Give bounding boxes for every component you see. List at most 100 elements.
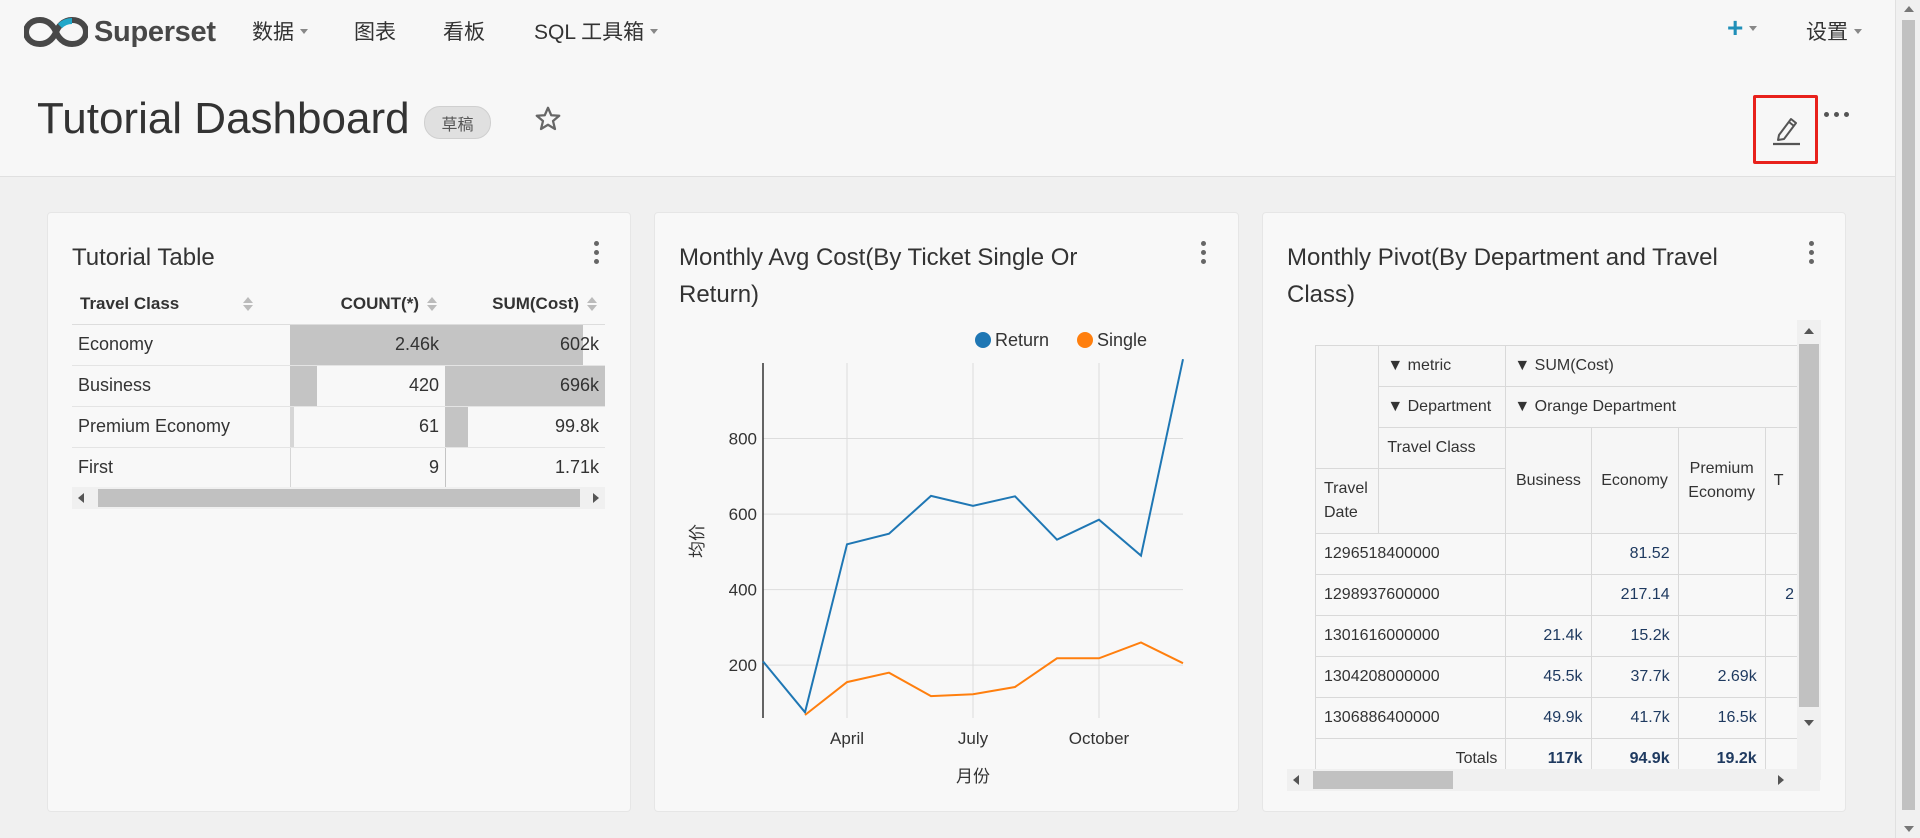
pivot-cell: 15.2k [1590, 615, 1679, 657]
pivot-cell [1764, 533, 1803, 575]
pivot-row-date: 1306886400000 [1315, 697, 1507, 739]
column-header-travel-class[interactable]: Travel Class [72, 284, 290, 325]
pivot-cell: 37.7k [1590, 656, 1679, 698]
monthly-pivot-card: Monthly Pivot(By Department and Travel C… [1262, 212, 1846, 812]
pivot-row: 1298937600000 217.14 2 [1315, 574, 1803, 616]
pivot-cell: 21.4k [1505, 615, 1592, 657]
nav-dashboards[interactable]: 看板 [443, 16, 485, 46]
scroll-up-icon[interactable] [1804, 328, 1814, 334]
logo-text: Superset [94, 15, 216, 48]
cell-sum-cost: 602k [445, 324, 605, 366]
pivot-table: ▼ metric ▼ SUM(Cost) ▼ Department ▼ Oran… [1315, 345, 1803, 777]
cell-count: 2.46k [290, 324, 445, 366]
scroll-left-icon[interactable] [78, 493, 84, 503]
scrollbar-thumb[interactable] [1902, 20, 1915, 810]
column-label: Travel Class [80, 293, 180, 313]
pivot-metric-label[interactable]: ▼ metric [1378, 345, 1507, 387]
new-plus-menu[interactable]: + [1727, 14, 1758, 42]
pivot-row: 1304208000000 45.5k 37.7k 2.69k [1315, 656, 1803, 698]
scroll-up-icon[interactable] [1904, 6, 1914, 12]
settings-menu[interactable]: 设置 [1806, 16, 1862, 46]
scroll-left-icon[interactable] [1293, 775, 1299, 785]
legend-marker-return [975, 332, 991, 348]
column-header-sum-cost[interactable]: SUM(Cost) [445, 284, 605, 325]
pivot-cell [1505, 533, 1592, 575]
tutorial-table: Travel Class COUNT(*) SUM(Cost) Economy 2… [72, 284, 605, 489]
cell-sum-cost: 99.8k [445, 406, 605, 448]
pivot-empty-cell [1378, 468, 1507, 534]
cell-count: 420 [290, 365, 445, 407]
count-bar [290, 406, 294, 447]
pivot-col-business[interactable]: Business [1505, 427, 1592, 534]
favorite-star-icon[interactable] [533, 104, 563, 134]
nav-data-label: 数据 [252, 21, 294, 44]
superset-logo[interactable]: Superset [24, 16, 216, 49]
pivot-department-value[interactable]: ▼ Orange Department [1505, 386, 1803, 428]
sum-bar [445, 365, 605, 406]
pivot-vertical-scrollbar[interactable] [1797, 320, 1821, 780]
more-actions-icon[interactable] [1824, 112, 1849, 117]
pivot-cell: 217.14 [1590, 574, 1679, 616]
pivot-row-date: 1298937600000 [1315, 574, 1507, 616]
pivot-col-premium-economy[interactable]: Premium Economy [1677, 427, 1766, 534]
card-menu-icon[interactable] [1201, 241, 1207, 264]
x-tick-label: October [1069, 729, 1130, 748]
y-axis-label: 均价 [688, 524, 707, 558]
scroll-down-icon[interactable] [1904, 826, 1914, 832]
table-horizontal-scrollbar[interactable] [72, 487, 605, 509]
card-menu-icon[interactable] [1809, 241, 1815, 264]
cell-travel-class: First [72, 447, 290, 489]
top-nav: Superset 数据 图表 看板 SQL 工具箱 + 设置 [0, 0, 1895, 64]
card-title: Monthly Pivot(By Department and Travel C… [1287, 244, 1718, 308]
scroll-right-icon[interactable] [593, 493, 599, 503]
pivot-row: 1296518400000 81.52 [1315, 533, 1803, 575]
edit-dashboard-button[interactable] [1753, 95, 1818, 164]
table-row[interactable]: Premium Economy 61 99.8k [72, 406, 605, 448]
legend-marker-single [1077, 332, 1093, 348]
pivot-travel-date-label: Travel Date [1315, 468, 1380, 534]
sum-bar [445, 406, 468, 447]
sort-icon [243, 297, 254, 312]
dashboard-title[interactable]: Tutorial Dashboard [37, 94, 410, 143]
cell-travel-class: Economy [72, 324, 290, 366]
pivot-horizontal-scrollbar[interactable] [1287, 769, 1820, 791]
cell-count: 9 [290, 447, 445, 489]
nav-charts[interactable]: 图表 [354, 16, 396, 46]
sort-icon [427, 297, 437, 312]
cell-travel-class: Business [72, 365, 290, 407]
pivot-cell: 81.52 [1590, 533, 1679, 575]
table-row[interactable]: Business 420 696k [72, 365, 605, 407]
legend-label-single: Single [1097, 330, 1147, 350]
pivot-metric-value[interactable]: ▼ SUM(Cost) [1505, 345, 1803, 387]
settings-label: 设置 [1806, 21, 1848, 44]
table-row[interactable]: Economy 2.46k 602k [72, 324, 605, 366]
page-vertical-scrollbar[interactable] [1895, 0, 1920, 838]
table-row[interactable]: First 9 1.71k [72, 447, 605, 489]
scrollbar-thumb[interactable] [1799, 344, 1819, 707]
column-header-count[interactable]: COUNT(*) [290, 284, 445, 325]
dashboard-header: Tutorial Dashboard 草稿 [0, 64, 1895, 177]
pivot-row: 1301616000000 21.4k 15.2k [1315, 615, 1803, 657]
card-menu-icon[interactable] [594, 241, 600, 264]
caret-down-icon [650, 28, 659, 34]
nav-sql-lab-menu[interactable]: SQL 工具箱 [534, 16, 659, 46]
tutorial-table-card: Tutorial Table Travel Class COUNT(*) SUM… [47, 212, 631, 812]
nav-data-menu[interactable]: 数据 [252, 16, 308, 46]
scroll-down-icon[interactable] [1804, 720, 1814, 726]
pivot-department-label[interactable]: ▼ Department [1378, 386, 1507, 428]
pivot-row-date: 1296518400000 [1315, 533, 1507, 575]
count-bar [290, 324, 445, 365]
pivot-col-partial[interactable]: T [1764, 427, 1803, 534]
pivot-col-economy[interactable]: Economy [1590, 427, 1679, 534]
scrollbar-thumb[interactable] [1313, 771, 1453, 789]
scrollbar-thumb[interactable] [98, 489, 580, 507]
pivot-travel-class-label: Travel Class [1378, 427, 1507, 469]
scroll-right-icon[interactable] [1778, 775, 1784, 785]
sort-icon [587, 297, 597, 312]
pivot-table-viewport: ▼ metric ▼ SUM(Cost) ▼ Department ▼ Oran… [1315, 345, 1803, 777]
column-label: COUNT(*) [340, 293, 419, 313]
pivot-row-date: 1304208000000 [1315, 656, 1507, 698]
cell-count: 61 [290, 406, 445, 448]
caret-down-icon [1749, 25, 1758, 31]
pivot-row: 1306886400000 49.9k 41.7k 16.5k [1315, 697, 1803, 739]
